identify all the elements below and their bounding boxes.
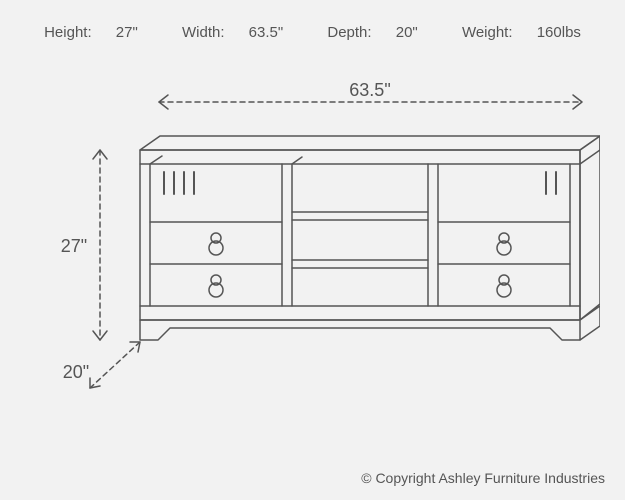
cabinet-side <box>580 136 600 320</box>
furniture-diagram: 63.5" <box>40 70 600 430</box>
spec-line: Height: 27" Width: 63.5" Depth: 20" Weig… <box>0 24 625 41</box>
spec-depth: Depth: 20" <box>317 24 432 41</box>
depth-dimension: 20" <box>63 342 140 388</box>
width-value: 63.5" <box>349 80 390 100</box>
spec-weight: Weight: 160lbs <box>452 24 591 41</box>
left-section <box>150 156 282 297</box>
cabinet-front <box>140 150 580 320</box>
width-dimension: 63.5" <box>159 80 582 109</box>
cabinet-base <box>140 306 600 340</box>
depth-value: 20" <box>63 362 89 382</box>
drawer-pull-icon <box>497 275 511 297</box>
center-section <box>292 157 428 268</box>
drawer-pull-icon <box>209 233 223 255</box>
height-dimension: 27" <box>61 150 107 340</box>
spec-depth-value: 20" <box>396 24 418 41</box>
spec-height-label: Height: <box>44 24 92 41</box>
drawer-pull-icon <box>209 275 223 297</box>
height-value: 27" <box>61 236 87 256</box>
right-section <box>438 172 570 297</box>
spec-weight-value: 160lbs <box>537 24 581 41</box>
spec-width: Width: 63.5" <box>172 24 297 41</box>
spec-height-value: 27" <box>116 24 138 41</box>
spec-height: Height: 27" <box>34 24 152 41</box>
drawer-pull-icon <box>497 233 511 255</box>
cable-slots-right <box>546 172 556 194</box>
spec-weight-label: Weight: <box>462 24 513 41</box>
spec-depth-label: Depth: <box>327 24 371 41</box>
copyright-text: © Copyright Ashley Furniture Industries <box>361 470 605 486</box>
cable-slots-left <box>164 172 194 194</box>
spec-width-value: 63.5" <box>249 24 284 41</box>
spec-width-label: Width: <box>182 24 225 41</box>
